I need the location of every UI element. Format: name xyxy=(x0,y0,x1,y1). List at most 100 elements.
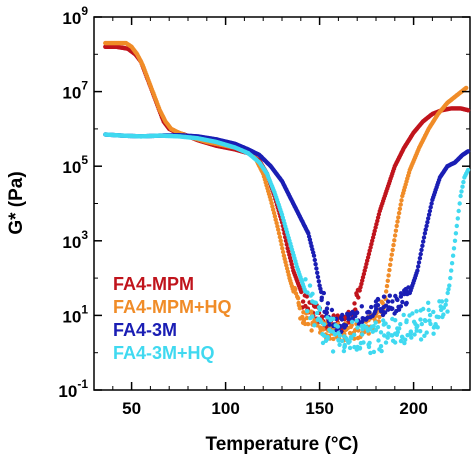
y-tick-label: 105 xyxy=(62,153,88,177)
data-point xyxy=(272,214,278,219)
data-point xyxy=(456,208,461,214)
data-point xyxy=(368,350,373,356)
data-point xyxy=(376,212,382,217)
data-point xyxy=(461,179,466,185)
data-point xyxy=(426,300,431,305)
data-point xyxy=(452,238,458,243)
data-point xyxy=(373,225,378,230)
data-point xyxy=(362,268,367,273)
data-point xyxy=(375,297,381,302)
data-point xyxy=(360,332,365,337)
data-point xyxy=(460,184,465,189)
data-point xyxy=(451,246,457,251)
data-point xyxy=(398,322,403,327)
legend-entry: FA4-3M+HQ xyxy=(113,343,215,363)
data-point xyxy=(436,314,441,320)
legend-entry: FA4-MPM+HQ xyxy=(113,297,232,317)
legend: FA4-MPM FA4-MPM+HQ FA4-3M FA4-3M+HQ xyxy=(113,274,232,363)
data-point xyxy=(426,216,431,221)
data-point xyxy=(358,285,363,290)
y-tick-label: 107 xyxy=(62,79,88,103)
data-point xyxy=(375,215,381,220)
data-point xyxy=(327,322,332,327)
data-point xyxy=(361,340,366,345)
data-point xyxy=(274,220,279,226)
data-point xyxy=(414,309,419,314)
data-point xyxy=(321,322,327,327)
data-point xyxy=(360,275,366,280)
data-point xyxy=(305,308,310,314)
data-point xyxy=(363,265,368,270)
data-point xyxy=(421,235,427,240)
data-point xyxy=(332,332,338,337)
data-point xyxy=(354,310,360,315)
data-point xyxy=(375,325,381,330)
x-tick-label: 150 xyxy=(305,399,333,418)
data-point xyxy=(464,85,469,91)
data-point xyxy=(360,327,365,332)
data-point xyxy=(314,266,319,271)
data-point xyxy=(394,332,400,337)
data-point xyxy=(427,208,433,214)
data-points-layer xyxy=(103,40,471,356)
data-point xyxy=(278,238,283,243)
data-point xyxy=(422,333,427,338)
x-tick-label: 200 xyxy=(399,399,427,418)
data-point xyxy=(415,323,420,329)
data-point xyxy=(269,200,274,206)
data-point xyxy=(312,257,317,263)
data-point xyxy=(322,333,327,338)
data-point xyxy=(316,279,321,284)
data-point xyxy=(315,274,321,280)
data-point xyxy=(428,205,433,210)
data-point xyxy=(305,321,311,327)
data-point xyxy=(312,323,317,328)
y-tick-base: 10 xyxy=(62,233,81,252)
data-point xyxy=(329,307,335,313)
data-point xyxy=(386,273,391,278)
data-point xyxy=(400,299,405,305)
data-point xyxy=(293,287,298,292)
data-point xyxy=(337,342,342,347)
data-point xyxy=(418,251,423,257)
data-point xyxy=(402,340,407,346)
data-point xyxy=(321,326,326,332)
x-tick-label: 50 xyxy=(122,399,141,418)
data-point xyxy=(441,312,446,317)
data-point xyxy=(314,310,320,316)
series-fa4-3m-hq xyxy=(103,132,471,356)
data-point xyxy=(325,301,331,306)
x-tick-label: 100 xyxy=(211,399,239,418)
data-point xyxy=(277,234,283,240)
data-point xyxy=(418,329,423,334)
data-point xyxy=(455,216,460,221)
data-point xyxy=(398,294,404,299)
data-point xyxy=(449,261,455,266)
data-point xyxy=(280,246,285,251)
data-point xyxy=(371,349,377,355)
data-point xyxy=(447,283,452,288)
y-tick-label: 109 xyxy=(62,4,88,28)
data-point xyxy=(390,247,395,253)
data-point xyxy=(448,275,453,281)
data-point xyxy=(367,310,372,315)
data-point xyxy=(357,345,363,351)
data-point xyxy=(318,319,324,325)
data-point xyxy=(304,315,310,321)
data-point xyxy=(307,283,313,288)
data-point xyxy=(342,344,347,349)
data-point xyxy=(415,268,420,273)
data-point xyxy=(375,218,380,224)
data-point xyxy=(295,296,301,301)
data-point xyxy=(389,252,394,257)
data-point xyxy=(416,264,421,269)
data-point xyxy=(310,314,315,319)
data-point xyxy=(309,309,314,314)
data-point xyxy=(370,238,375,243)
data-point xyxy=(393,318,398,323)
data-point xyxy=(396,210,402,216)
data-point xyxy=(421,239,426,244)
data-point xyxy=(339,338,345,344)
data-point xyxy=(465,149,471,154)
data-point xyxy=(364,261,369,267)
